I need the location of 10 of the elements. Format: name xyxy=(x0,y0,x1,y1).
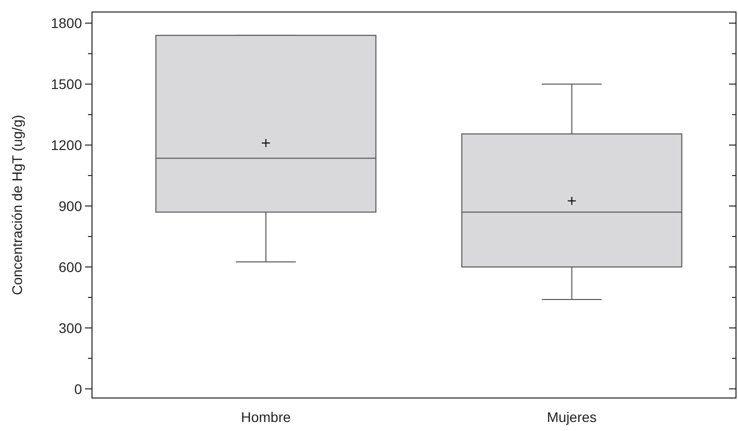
y-tick-label: 300 xyxy=(58,320,82,336)
y-tick-label: 0 xyxy=(74,380,82,397)
y-tick-label: 1800 xyxy=(50,15,82,32)
x-tick-label: Mujeres xyxy=(546,409,597,425)
y-tick-label: 600 xyxy=(58,258,82,275)
y-tick-label: 1500 xyxy=(50,76,82,92)
y-tick-label: 1200 xyxy=(50,136,82,153)
x-tick-label: Hombre xyxy=(240,409,291,425)
y-axis-title: Concentración de HgT (ug/g) xyxy=(9,114,25,296)
y-tick-label: 900 xyxy=(58,198,82,214)
